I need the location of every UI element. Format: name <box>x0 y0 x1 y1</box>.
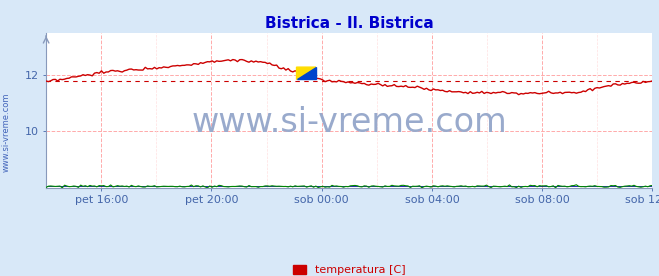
Legend: temperatura [C], pretok [m3/s]: temperatura [C], pretok [m3/s] <box>289 260 410 276</box>
Title: Bistrica - Il. Bistrica: Bistrica - Il. Bistrica <box>265 15 434 31</box>
Text: www.si-vreme.com: www.si-vreme.com <box>191 106 507 139</box>
Text: www.si-vreme.com: www.si-vreme.com <box>2 93 11 172</box>
Polygon shape <box>297 67 316 79</box>
Polygon shape <box>297 67 316 79</box>
